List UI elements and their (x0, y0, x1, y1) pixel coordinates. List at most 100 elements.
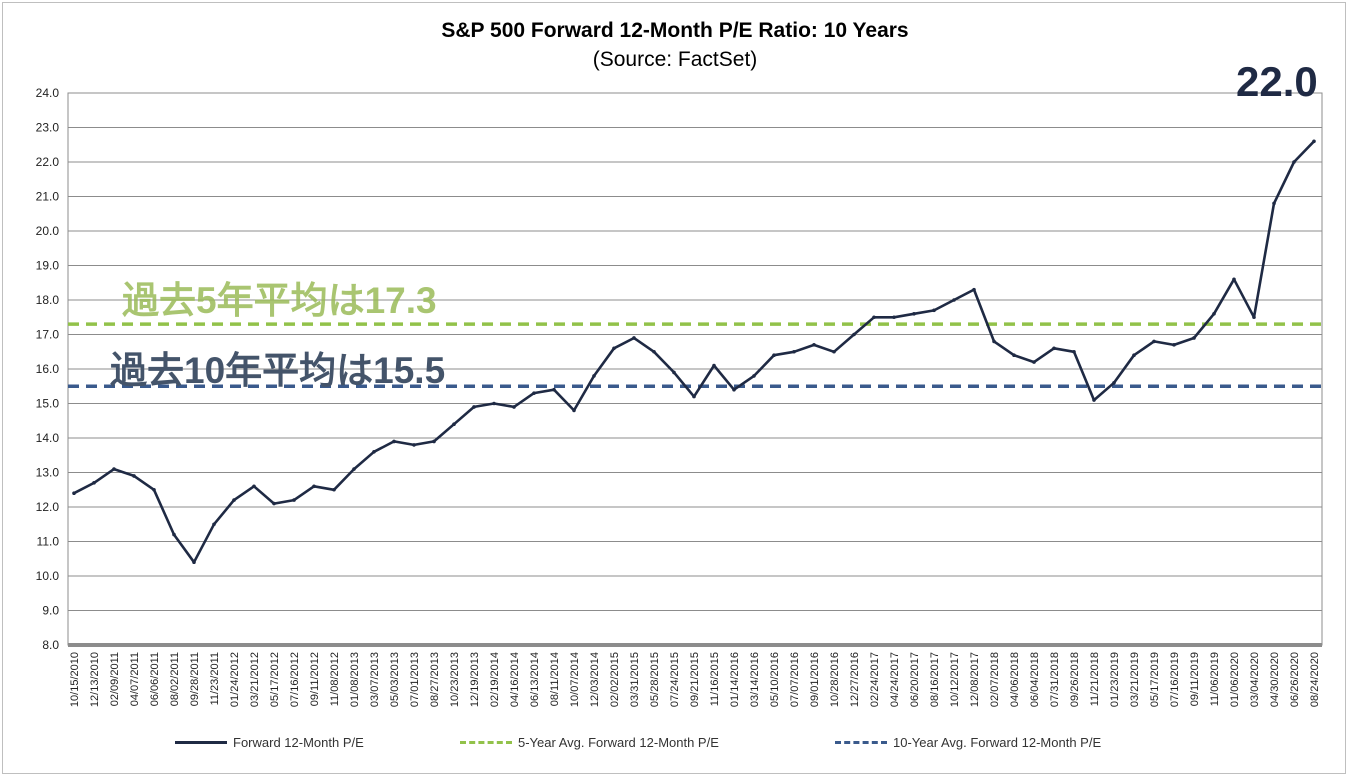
forward-pe-point (1312, 139, 1316, 144)
x-tick-label: 03/21/2012 (249, 652, 261, 707)
y-tick-label: 11.0 (37, 535, 60, 549)
forward-pe-point (1292, 160, 1296, 164)
x-tick-label: 01/23/2019 (1109, 652, 1121, 707)
forward-pe-point (892, 315, 896, 320)
forward-pe-point (1232, 277, 1236, 282)
latest-value-annotation: 22.0 (1236, 58, 1318, 105)
x-tick-label: 07/16/2019 (1169, 652, 1181, 707)
forward-pe-point (972, 287, 976, 292)
forward-pe-point (272, 501, 276, 506)
forward-pe-point (1032, 360, 1036, 364)
legend-item-five-year-avg: 5-Year Avg. Forward 12-Month P/E (460, 735, 719, 750)
x-tick-label: 02/24/2017 (869, 652, 881, 707)
forward-pe-point (1012, 353, 1016, 358)
forward-pe-point (172, 532, 176, 537)
forward-pe-point (452, 422, 456, 427)
x-tick-label: 07/31/2018 (1049, 652, 1061, 707)
forward-pe-point (712, 363, 716, 368)
forward-pe-point (72, 491, 76, 496)
legend-swatch-five-year-avg (460, 741, 512, 744)
forward-pe-point (132, 474, 136, 478)
forward-pe-point (572, 408, 576, 413)
x-tick-label: 06/04/2018 (1029, 652, 1041, 707)
x-tick-label: 10/12/2017 (949, 652, 961, 707)
forward-pe-point (232, 498, 236, 502)
legend-swatch-forward-pe (175, 741, 227, 744)
x-tick-label: 09/26/2018 (1069, 652, 1081, 707)
y-tick-label: 19.0 (36, 259, 60, 273)
x-tick-label: 02/09/2011 (109, 652, 121, 706)
forward-pe-point (1172, 343, 1176, 347)
x-tick-label: 09/28/2011 (189, 652, 201, 706)
ten-year-avg-annotation: 過去10年平均は15.5 (110, 350, 446, 391)
x-tick-label: 05/10/2016 (769, 652, 781, 707)
forward-pe-point (212, 522, 216, 527)
legend-item-forward-pe: Forward 12-Month P/E (175, 735, 364, 750)
x-tick-label: 01/24/2012 (229, 652, 241, 707)
x-tick-label: 05/03/2013 (389, 652, 401, 707)
forward-pe-point (492, 401, 496, 406)
y-tick-label: 13.0 (36, 466, 60, 480)
x-tick-label: 07/01/2013 (409, 652, 421, 707)
forward-pe-point (812, 343, 816, 347)
y-tick-label: 21.0 (36, 190, 60, 204)
x-tick-label: 12/03/2014 (589, 652, 601, 707)
forward-pe-point (1272, 201, 1276, 206)
x-tick-label: 02/02/2015 (609, 652, 621, 707)
x-tick-label: 10/23/2013 (449, 652, 461, 707)
forward-pe-point (672, 370, 676, 375)
forward-pe-point (912, 312, 916, 316)
x-tick-label: 09/11/2012 (309, 652, 321, 706)
forward-pe-point (372, 450, 376, 454)
forward-pe-point (92, 481, 96, 485)
x-tick-label: 03/31/2015 (629, 652, 641, 707)
x-tick-label: 12/13/2010 (89, 652, 101, 707)
forward-pe-point (752, 374, 756, 378)
x-tick-label: 09/11/2019 (1189, 652, 1201, 706)
x-tick-label: 02/07/2018 (989, 652, 1001, 707)
x-tick-label: 08/24/2020 (1309, 652, 1321, 707)
forward-pe-point (432, 439, 436, 444)
x-tick-label: 10/28/2016 (829, 652, 841, 707)
forward-pe-point (332, 487, 336, 492)
x-tick-label: 01/06/2020 (1229, 652, 1241, 707)
x-tick-label: 11/06/2019 (1209, 652, 1221, 706)
y-tick-label: 24.0 (36, 86, 60, 100)
x-tick-label: 06/13/2014 (529, 652, 541, 707)
five-year-avg-annotation: 過去5年平均は17.3 (122, 280, 437, 321)
chart-subtitle: (Source: FactSet) (592, 48, 758, 71)
forward-pe-point (1212, 312, 1216, 316)
forward-pe-point (472, 405, 476, 409)
x-tick-label: 08/11/2014 (549, 652, 561, 706)
forward-pe-point (652, 349, 656, 354)
x-tick-label: 11/08/2012 (329, 652, 341, 706)
x-tick-label: 01/14/2016 (729, 652, 741, 707)
forward-pe-point (1252, 315, 1256, 320)
forward-pe-point (612, 346, 616, 351)
forward-pe-point (192, 560, 196, 564)
x-tick-label: 04/07/2011 (129, 652, 141, 706)
y-tick-label: 20.0 (36, 224, 60, 238)
forward-pe-point (732, 387, 736, 392)
x-tick-label: 11/16/2015 (709, 652, 721, 706)
forward-pe-point (512, 405, 516, 409)
x-tick-label: 09/21/2015 (689, 652, 701, 707)
x-tick-label: 02/19/2014 (489, 652, 501, 707)
forward-pe-point (352, 467, 356, 471)
x-tick-label: 03/04/2020 (1249, 652, 1261, 707)
x-tick-label: 05/28/2015 (649, 652, 661, 707)
x-tick-label: 04/24/2017 (889, 652, 901, 707)
x-tick-label: 04/30/2020 (1269, 652, 1281, 707)
y-tick-label: 12.0 (36, 500, 60, 514)
forward-pe-point (852, 332, 856, 337)
forward-pe-point (792, 349, 796, 354)
y-tick-label: 10.0 (36, 569, 60, 583)
x-tick-label: 08/02/2011 (169, 652, 181, 706)
x-tick-label: 05/17/2012 (269, 652, 281, 707)
forward-pe-point (1132, 353, 1136, 358)
x-tick-label: 03/14/2016 (749, 652, 761, 707)
x-tick-label: 11/21/2018 (1089, 652, 1101, 706)
forward-pe-point (1072, 349, 1076, 354)
